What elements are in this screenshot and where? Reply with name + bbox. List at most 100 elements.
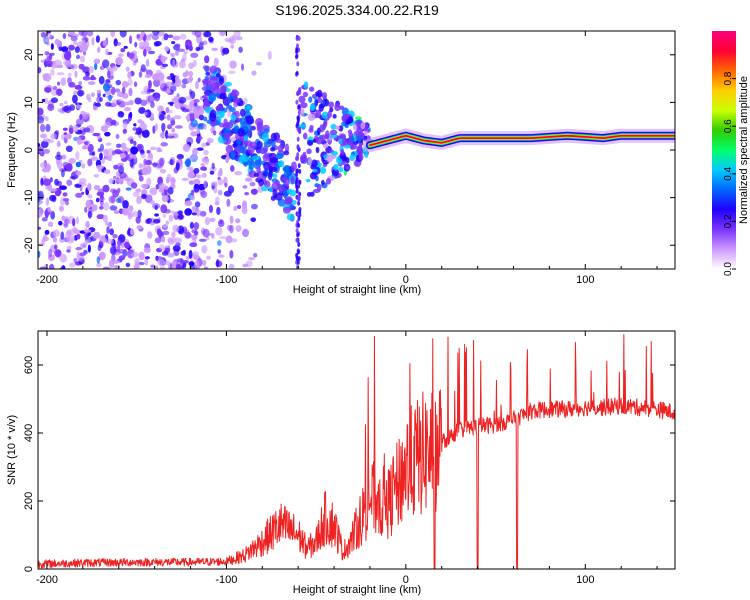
spectrogram-cell (107, 221, 113, 228)
spectrogram-cell (262, 179, 268, 185)
spectrogram-cell (318, 103, 324, 112)
spectrogram-cell (38, 67, 42, 74)
spectrogram-cell (92, 151, 96, 156)
spectrogram-cell (230, 44, 234, 49)
spectrogram-cell (121, 86, 126, 94)
spectrogram-cell (109, 228, 115, 236)
spectrogram-cell (159, 157, 165, 167)
colorbar-tick-label: 0.8 (723, 71, 734, 85)
spectrogram-cell (79, 49, 83, 53)
spectrogram-cell (295, 70, 299, 76)
spectrogram-cell (74, 70, 78, 78)
spectrogram-cell (251, 70, 257, 76)
spectrogram-cell (94, 63, 98, 71)
spectrogram-cell (110, 246, 117, 255)
spectrogram-cell (194, 31, 202, 38)
spectrogram-cell (192, 206, 197, 210)
spectrogram-cell (111, 86, 116, 95)
spectrogram-y-tick-label: -20 (23, 237, 35, 253)
spectrogram-cell (105, 78, 111, 84)
spectrogram-cell (78, 63, 85, 70)
spectrogram-cell (193, 113, 198, 119)
spectrogram-cell (226, 88, 231, 93)
spectrogram-cell (208, 232, 215, 237)
spectrogram-cell (174, 237, 183, 244)
spectrogram-cell (114, 88, 121, 93)
spectrogram-cell (296, 91, 300, 97)
spectrogram-cell (46, 32, 53, 40)
spectrogram-cell (82, 50, 87, 56)
spectrogram-cell (325, 154, 334, 163)
spectrogram-cell (128, 205, 134, 212)
spectrogram-cell (323, 143, 329, 149)
spectrogram-cell (116, 245, 121, 250)
spectrogram-cell (105, 48, 109, 56)
spectrogram-cell (234, 31, 241, 38)
spectrogram-cell (329, 107, 334, 113)
spectrogram-x-tick-label: -100 (215, 274, 237, 286)
spectrogram-cell (158, 113, 165, 121)
spectrogram-cell (230, 151, 236, 161)
spectrogram-cell (122, 121, 128, 129)
spectrogram-cell (269, 157, 279, 163)
spectrogram-cell (229, 215, 234, 224)
spectrogram-cell (121, 81, 130, 88)
spectrogram-cell (143, 247, 151, 254)
spectrogram-cell (354, 116, 362, 120)
spectrogram-cell (125, 187, 132, 191)
spectrogram-cell (193, 222, 200, 230)
spectrogram-cell (296, 152, 300, 158)
spectrogram-cell (69, 104, 76, 111)
spectrogram-cell (96, 46, 101, 54)
spectrogram-cell (60, 77, 67, 87)
spectrogram-cell (331, 150, 339, 156)
spectrogram-cell (297, 195, 301, 201)
spectrogram-cell (175, 162, 180, 171)
spectrogram-cell (44, 116, 49, 122)
spectrogram-cell (268, 165, 273, 175)
spectrogram-cell (184, 231, 192, 239)
spectrogram-cell (171, 41, 176, 45)
spectrogram-cell (109, 205, 118, 211)
snr-x-tick-label: 0 (403, 574, 409, 586)
spectrogram-cell (54, 38, 60, 45)
spectrogram-cell (179, 33, 187, 40)
spectrogram-cell (116, 178, 124, 183)
spectrogram-cell (78, 181, 83, 186)
spectrogram-cell (296, 136, 300, 142)
spectrogram-cell (134, 97, 142, 105)
colorbar-bar (712, 31, 736, 269)
spectrogram-cell (315, 136, 323, 145)
spectrogram-cell (143, 111, 148, 116)
spectrogram-cell (56, 140, 61, 148)
spectrogram-cell (178, 96, 187, 104)
spectrogram-cell (303, 81, 309, 89)
spectrogram-cell (44, 38, 49, 43)
spectrogram-cell (68, 157, 76, 164)
spectrogram-cell (295, 155, 299, 161)
spectrogram-cell (188, 180, 195, 185)
spectrogram-cell (161, 195, 169, 202)
spectrogram-cell (302, 154, 308, 162)
spectrogram-cell (343, 144, 351, 149)
spectrogram-cell (196, 147, 204, 151)
spectrogram-cell (314, 183, 320, 188)
spectrogram-cell (139, 67, 148, 73)
spectrogram-cell (156, 147, 162, 152)
spectrogram-cell (306, 148, 312, 155)
spectrogram-cell (225, 156, 230, 164)
spectrogram-cell (154, 123, 158, 131)
spectrogram-cell (51, 63, 57, 69)
spectrogram-cell (159, 79, 166, 89)
spectrogram-cell (140, 31, 145, 37)
spectrogram-marks (38, 31, 675, 269)
spectrogram-cell (150, 264, 156, 268)
spectrogram-cell (106, 226, 110, 234)
spectrogram-cell (82, 111, 89, 120)
spectrogram-cell (145, 159, 152, 166)
spectrogram-cell (41, 98, 46, 103)
spectrogram-cell (339, 133, 347, 140)
spectrogram-cell (239, 108, 246, 118)
spectrogram-cell (117, 162, 125, 167)
spectrogram-cell (118, 53, 124, 57)
